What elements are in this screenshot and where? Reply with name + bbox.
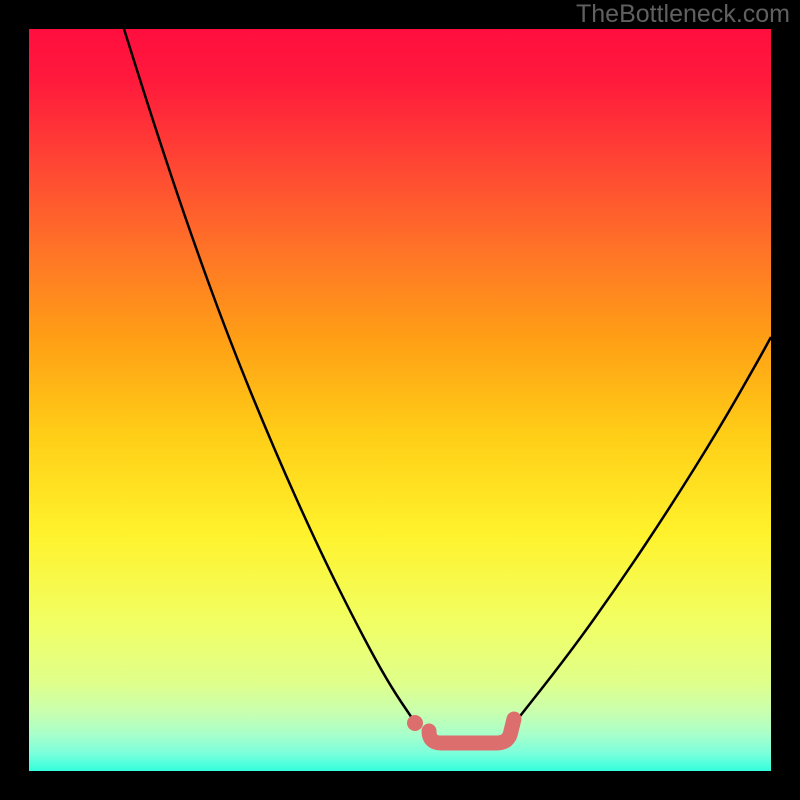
plot-area: [29, 29, 771, 771]
curve-overlay: [29, 29, 771, 771]
marker-dot: [407, 715, 423, 731]
watermark-text: TheBottleneck.com: [576, 0, 790, 29]
chart-container: TheBottleneck.com: [0, 0, 800, 800]
bottleneck-curve-right: [513, 337, 771, 725]
optimal-range-bar: [429, 719, 514, 743]
bottleneck-curve-left: [124, 29, 414, 721]
